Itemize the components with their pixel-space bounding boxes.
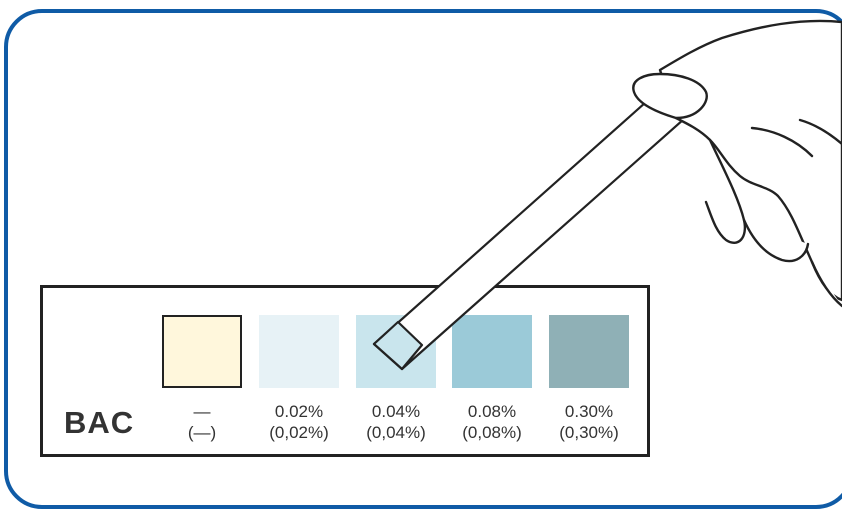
scale-value: — <box>193 402 211 421</box>
scale-value-alt: (0,02%) <box>269 423 329 442</box>
swatch-0-08 <box>452 315 532 388</box>
swatch-0-30 <box>549 315 629 388</box>
swatch-negative <box>162 315 242 388</box>
bac-label: BAC <box>64 405 135 440</box>
scale-value: 0.08% <box>467 402 517 421</box>
scale-value-alt: (0,08%) <box>462 423 522 442</box>
scale-label-0-08: 0.08% (0,08%) <box>447 401 537 443</box>
scale-value: 0.02% <box>274 402 324 421</box>
scale-value-alt: (0,04%) <box>366 423 426 442</box>
swatch-0-02 <box>259 315 339 388</box>
scale-label-0-02: 0.02% (0,02%) <box>254 401 344 443</box>
scale-label-0-04: 0.04% (0,04%) <box>351 401 441 443</box>
swatch-0-04 <box>356 315 436 388</box>
scale-value-alt: (—) <box>187 423 217 442</box>
scale-label-negative: — (—) <box>157 401 247 443</box>
scale-value: 0.30% <box>564 402 614 421</box>
scale-value: 0.04% <box>371 402 421 421</box>
scale-label-0-30: 0.30% (0,30%) <box>544 401 634 443</box>
scale-value-alt: (0,30%) <box>559 423 619 442</box>
